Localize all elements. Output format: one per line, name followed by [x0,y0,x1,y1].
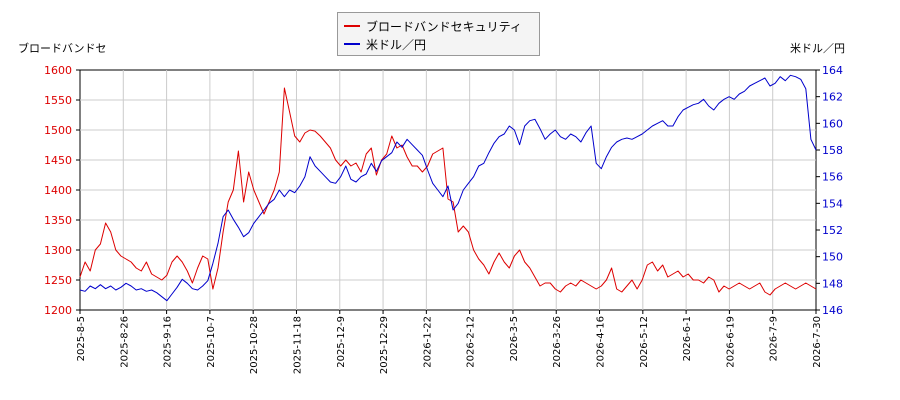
x-tick-label: 2026-4-16 [596,316,607,368]
legend-swatch-red [344,25,360,27]
x-tick-label: 2025-11-18 [292,316,303,374]
left-tick-label: 1350 [44,214,72,227]
x-tick-label: 2026-5-12 [639,316,650,368]
right-tick-label: 160 [822,117,843,130]
x-tick-label: 2025-8-26 [119,316,130,368]
right-tick-label: 158 [822,144,843,157]
left-axis-ticks: 1200 1250 1300 1350 1400 1450 1500 1550 1600 [44,64,80,317]
x-tick-label: 2025-10-7 [206,316,217,368]
x-tick-label: 2026-6-1 [682,316,693,361]
x-tick-label: 2026-1-22 [422,316,433,368]
x-tick-label: 2026-3-26 [552,316,563,368]
legend-item-broadband: ブロードバンドセキュリティ [344,17,522,35]
left-axis-title: ブロードバンドセ [18,42,107,55]
x-tick-label: 2026-6-19 [725,316,736,368]
series-line-usdjpy [79,74,817,302]
left-tick-label: 1450 [44,154,72,167]
x-tick-label: 2025-8-5 [76,316,87,361]
x-axis-ticks: 2025-8-5 2025-8-26 2025-9-16 2025-10-7 2025-… [76,310,823,374]
legend-swatch-blue [344,43,360,45]
right-tick-label: 156 [822,171,843,184]
right-tick-label: 164 [822,64,843,77]
x-tick-label: 2026-2-12 [466,316,477,368]
right-tick-label: 148 [822,277,843,290]
right-tick-label: 152 [822,224,843,237]
right-tick-label: 150 [822,251,843,264]
series-line-broadband [79,87,817,296]
right-tick-label: 154 [822,197,843,210]
left-tick-label: 1250 [44,274,72,287]
left-tick-label: 1600 [44,64,72,77]
left-tick-label: 1550 [44,94,72,107]
legend-label-usdjpy: 米ドル／円 [366,37,427,52]
left-tick-label: 1300 [44,244,72,257]
right-axis-ticks: 146 148 150 152 154 156 158 160 162 164 [816,64,843,317]
x-tick-label: 2025-12-29 [379,316,390,374]
left-tick-label: 1200 [44,304,72,317]
x-tick-label: 2025-9-16 [163,316,174,368]
right-tick-label: 162 [822,91,843,104]
legend-label-broadband: ブロードバンドセキュリティ [366,19,522,34]
right-axis-title: 米ドル／円 [790,42,845,55]
right-tick-label: 146 [822,304,843,317]
x-tick-label: 2025-10-28 [249,316,260,374]
x-tick-label: 2026-3-5 [509,316,520,361]
legend: ブロードバンドセキュリティ 米ドル／円 [337,12,540,56]
legend-item-usdjpy: 米ドル／円 [344,35,426,53]
left-tick-label: 1500 [44,124,72,137]
left-tick-label: 1400 [44,184,72,197]
x-tick-label: 2026-7-9 [769,316,780,361]
series-layer [79,74,817,302]
x-tick-label: 2026-7-30 [812,316,823,368]
x-tick-label: 2025-12-9 [336,316,347,368]
